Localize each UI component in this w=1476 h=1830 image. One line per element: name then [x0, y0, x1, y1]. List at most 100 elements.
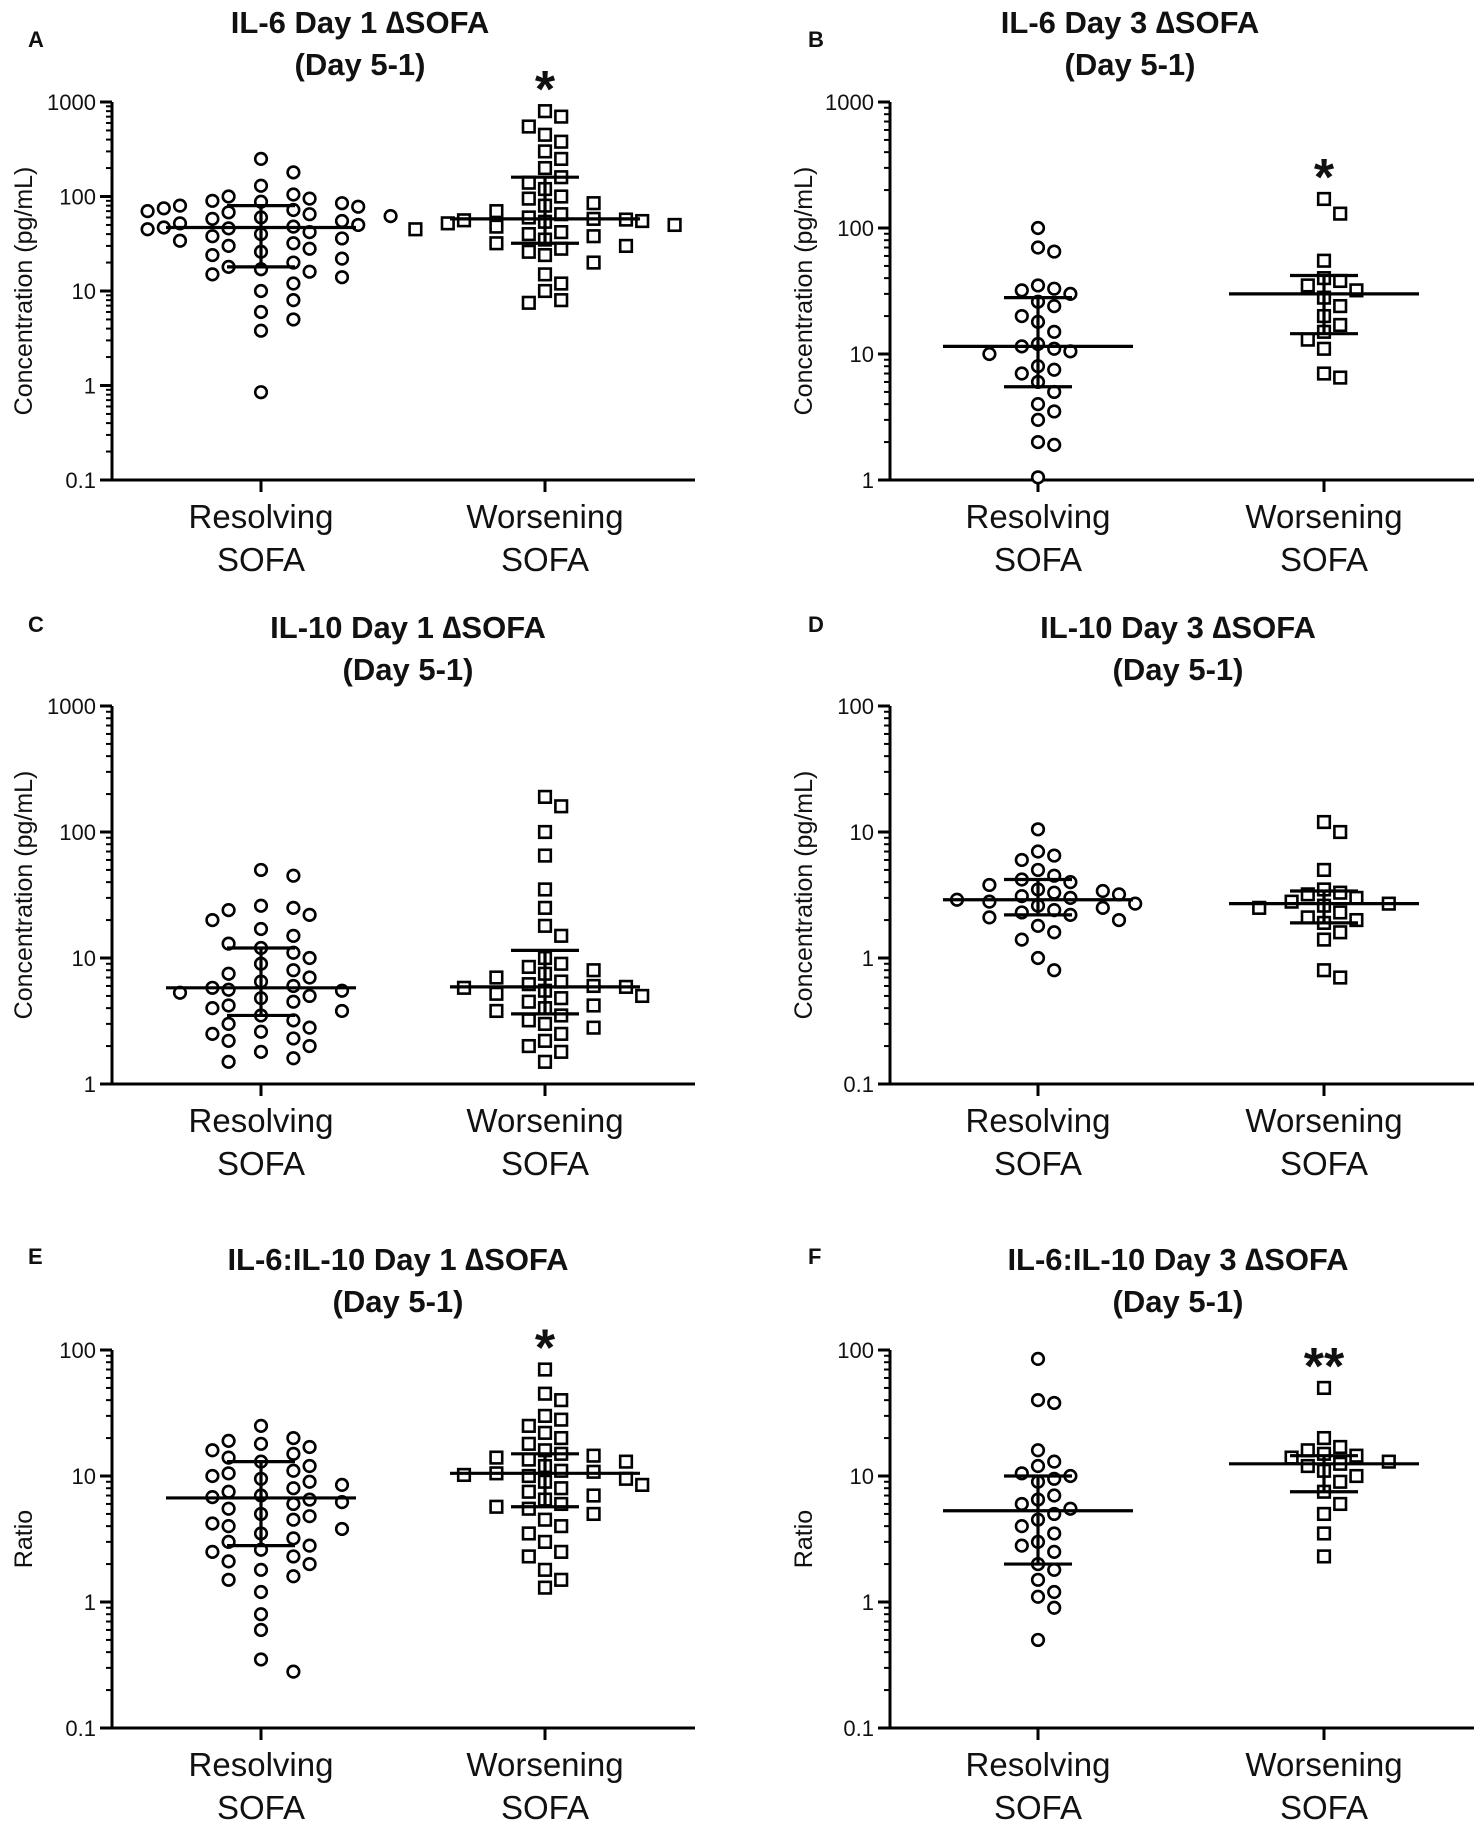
data-point-square: [554, 956, 569, 971]
data-point-square: [537, 1580, 553, 1595]
x-category-label-line2: SOFA: [994, 1145, 1082, 1182]
data-point-square: [1300, 332, 1315, 347]
y-axis-label: Concentration (pg/mL): [790, 771, 818, 1020]
data-point-square: [1333, 905, 1348, 920]
data-point-square: [537, 848, 553, 863]
data-point-circle: [253, 1436, 269, 1451]
x-category-label-line2: SOFA: [217, 1145, 305, 1182]
data-point-square: [586, 1448, 601, 1463]
data-point-square: [521, 1452, 536, 1467]
data-point-circle: [1047, 362, 1062, 377]
data-point-square: [554, 1393, 569, 1408]
data-point-square: [1381, 1454, 1396, 1469]
data-point-circle: [334, 1521, 350, 1537]
data-point-circle: [253, 178, 269, 193]
x-category-label-line1: Worsening: [466, 1102, 623, 1139]
data-point-circle: [286, 1051, 301, 1066]
y-tick-label: 10: [72, 946, 96, 971]
data-point-circle: [253, 1584, 269, 1600]
data-point-square: [554, 799, 569, 814]
data-point-square: [1316, 1506, 1332, 1522]
data-point-square: [618, 238, 634, 254]
data-point-circle: [1014, 1538, 1029, 1553]
data-point-square: [1316, 253, 1332, 268]
data-point-square: [537, 1562, 553, 1577]
data-point-circle: [221, 1519, 236, 1534]
data-point-square: [1316, 963, 1332, 978]
data-point-circle: [205, 1001, 220, 1016]
data-point-circle: [302, 1492, 317, 1507]
data-point-circle: [1047, 1488, 1062, 1503]
data-point-circle: [1030, 1572, 1046, 1587]
x-category-label-line1: Worsening: [466, 498, 623, 535]
data-point-square: [554, 991, 569, 1006]
data-point-circle: [334, 213, 350, 229]
y-tick-label: 1000: [47, 90, 96, 115]
data-point-circle: [1047, 324, 1062, 339]
data-point-circle: [286, 165, 301, 180]
data-point-circle: [286, 978, 301, 994]
data-point-square: [554, 151, 569, 166]
chart-title-line1: IL-10 Day 3 ∆SOFA: [1040, 610, 1316, 645]
x-category-label-line2: SOFA: [1280, 1145, 1368, 1182]
data-point-square: [537, 267, 553, 282]
data-point-square: [1300, 887, 1315, 902]
significance-marker: **: [1304, 1338, 1345, 1396]
data-point-circle: [221, 1501, 236, 1516]
data-point-square: [521, 1501, 536, 1516]
y-tick-label: 0.1: [843, 1716, 874, 1741]
data-point-square: [586, 196, 601, 211]
chart-title-line2: (Day 5-1): [343, 652, 474, 687]
data-point-square: [489, 1003, 504, 1019]
data-point-circle: [221, 1016, 236, 1031]
data-point-square: [440, 216, 455, 231]
x-category-label-line1: Resolving: [966, 1746, 1111, 1783]
data-point-square: [537, 1512, 553, 1527]
data-point-circle: [286, 312, 301, 327]
y-tick-label: 100: [59, 185, 96, 210]
data-point-square: [667, 217, 682, 233]
data-point-circle: [286, 963, 301, 978]
data-point-square: [635, 988, 650, 1004]
data-point-circle: [253, 1562, 269, 1577]
data-point-square: [1349, 890, 1364, 905]
data-point-circle: [1030, 822, 1046, 837]
data-point-circle: [221, 1466, 236, 1481]
data-point-circle: [1030, 470, 1046, 485]
data-point-circle: [302, 1556, 317, 1572]
data-point-circle: [253, 283, 269, 299]
data-point-square: [521, 994, 536, 1009]
panel-letter: D: [808, 612, 824, 637]
y-tick-label: 10: [850, 1464, 874, 1489]
panel-letter: C: [28, 612, 44, 637]
data-point-circle: [221, 902, 236, 918]
data-point-square: [521, 1418, 536, 1433]
data-point-square: [537, 1016, 553, 1031]
data-point-circle: [253, 323, 269, 338]
data-point-square: [408, 222, 423, 237]
data-point-square: [586, 1488, 601, 1503]
data-point-circle: [286, 236, 301, 251]
chart-title-line1: IL-10 Day 1 ∆SOFA: [270, 610, 546, 645]
data-point-circle: [286, 1569, 301, 1584]
data-point-square: [635, 1477, 650, 1492]
y-axis-label: Concentration (pg/mL): [10, 771, 38, 1020]
data-point-circle: [221, 1033, 236, 1048]
data-point-circle: [221, 982, 236, 997]
chart-title-line2: (Day 5-1): [1113, 1284, 1244, 1319]
chart-title-line1: IL-6:IL-10 Day 3 ∆SOFA: [1007, 1242, 1348, 1277]
data-point-square: [1349, 283, 1364, 298]
y-tick-label: 0.1: [843, 1072, 874, 1097]
data-point-circle: [172, 198, 188, 213]
data-point-circle: [351, 199, 366, 214]
y-tick-label: 100: [59, 820, 96, 845]
data-point-circle: [286, 293, 301, 308]
panel-A: A IL-6 Day 1 ∆SOFA (Day 5-1) 1000 100 10 1 0.1 C…: [10, 5, 695, 578]
data-point-circle: [1047, 437, 1062, 452]
panel-letter: F: [808, 1244, 821, 1269]
chart-title-line1: IL-6 Day 3 ∆SOFA: [1001, 5, 1259, 40]
data-point-circle: [253, 151, 269, 166]
data-point-circle: [334, 1477, 350, 1492]
data-point-circle: [1047, 404, 1062, 419]
data-point-circle: [383, 209, 398, 224]
